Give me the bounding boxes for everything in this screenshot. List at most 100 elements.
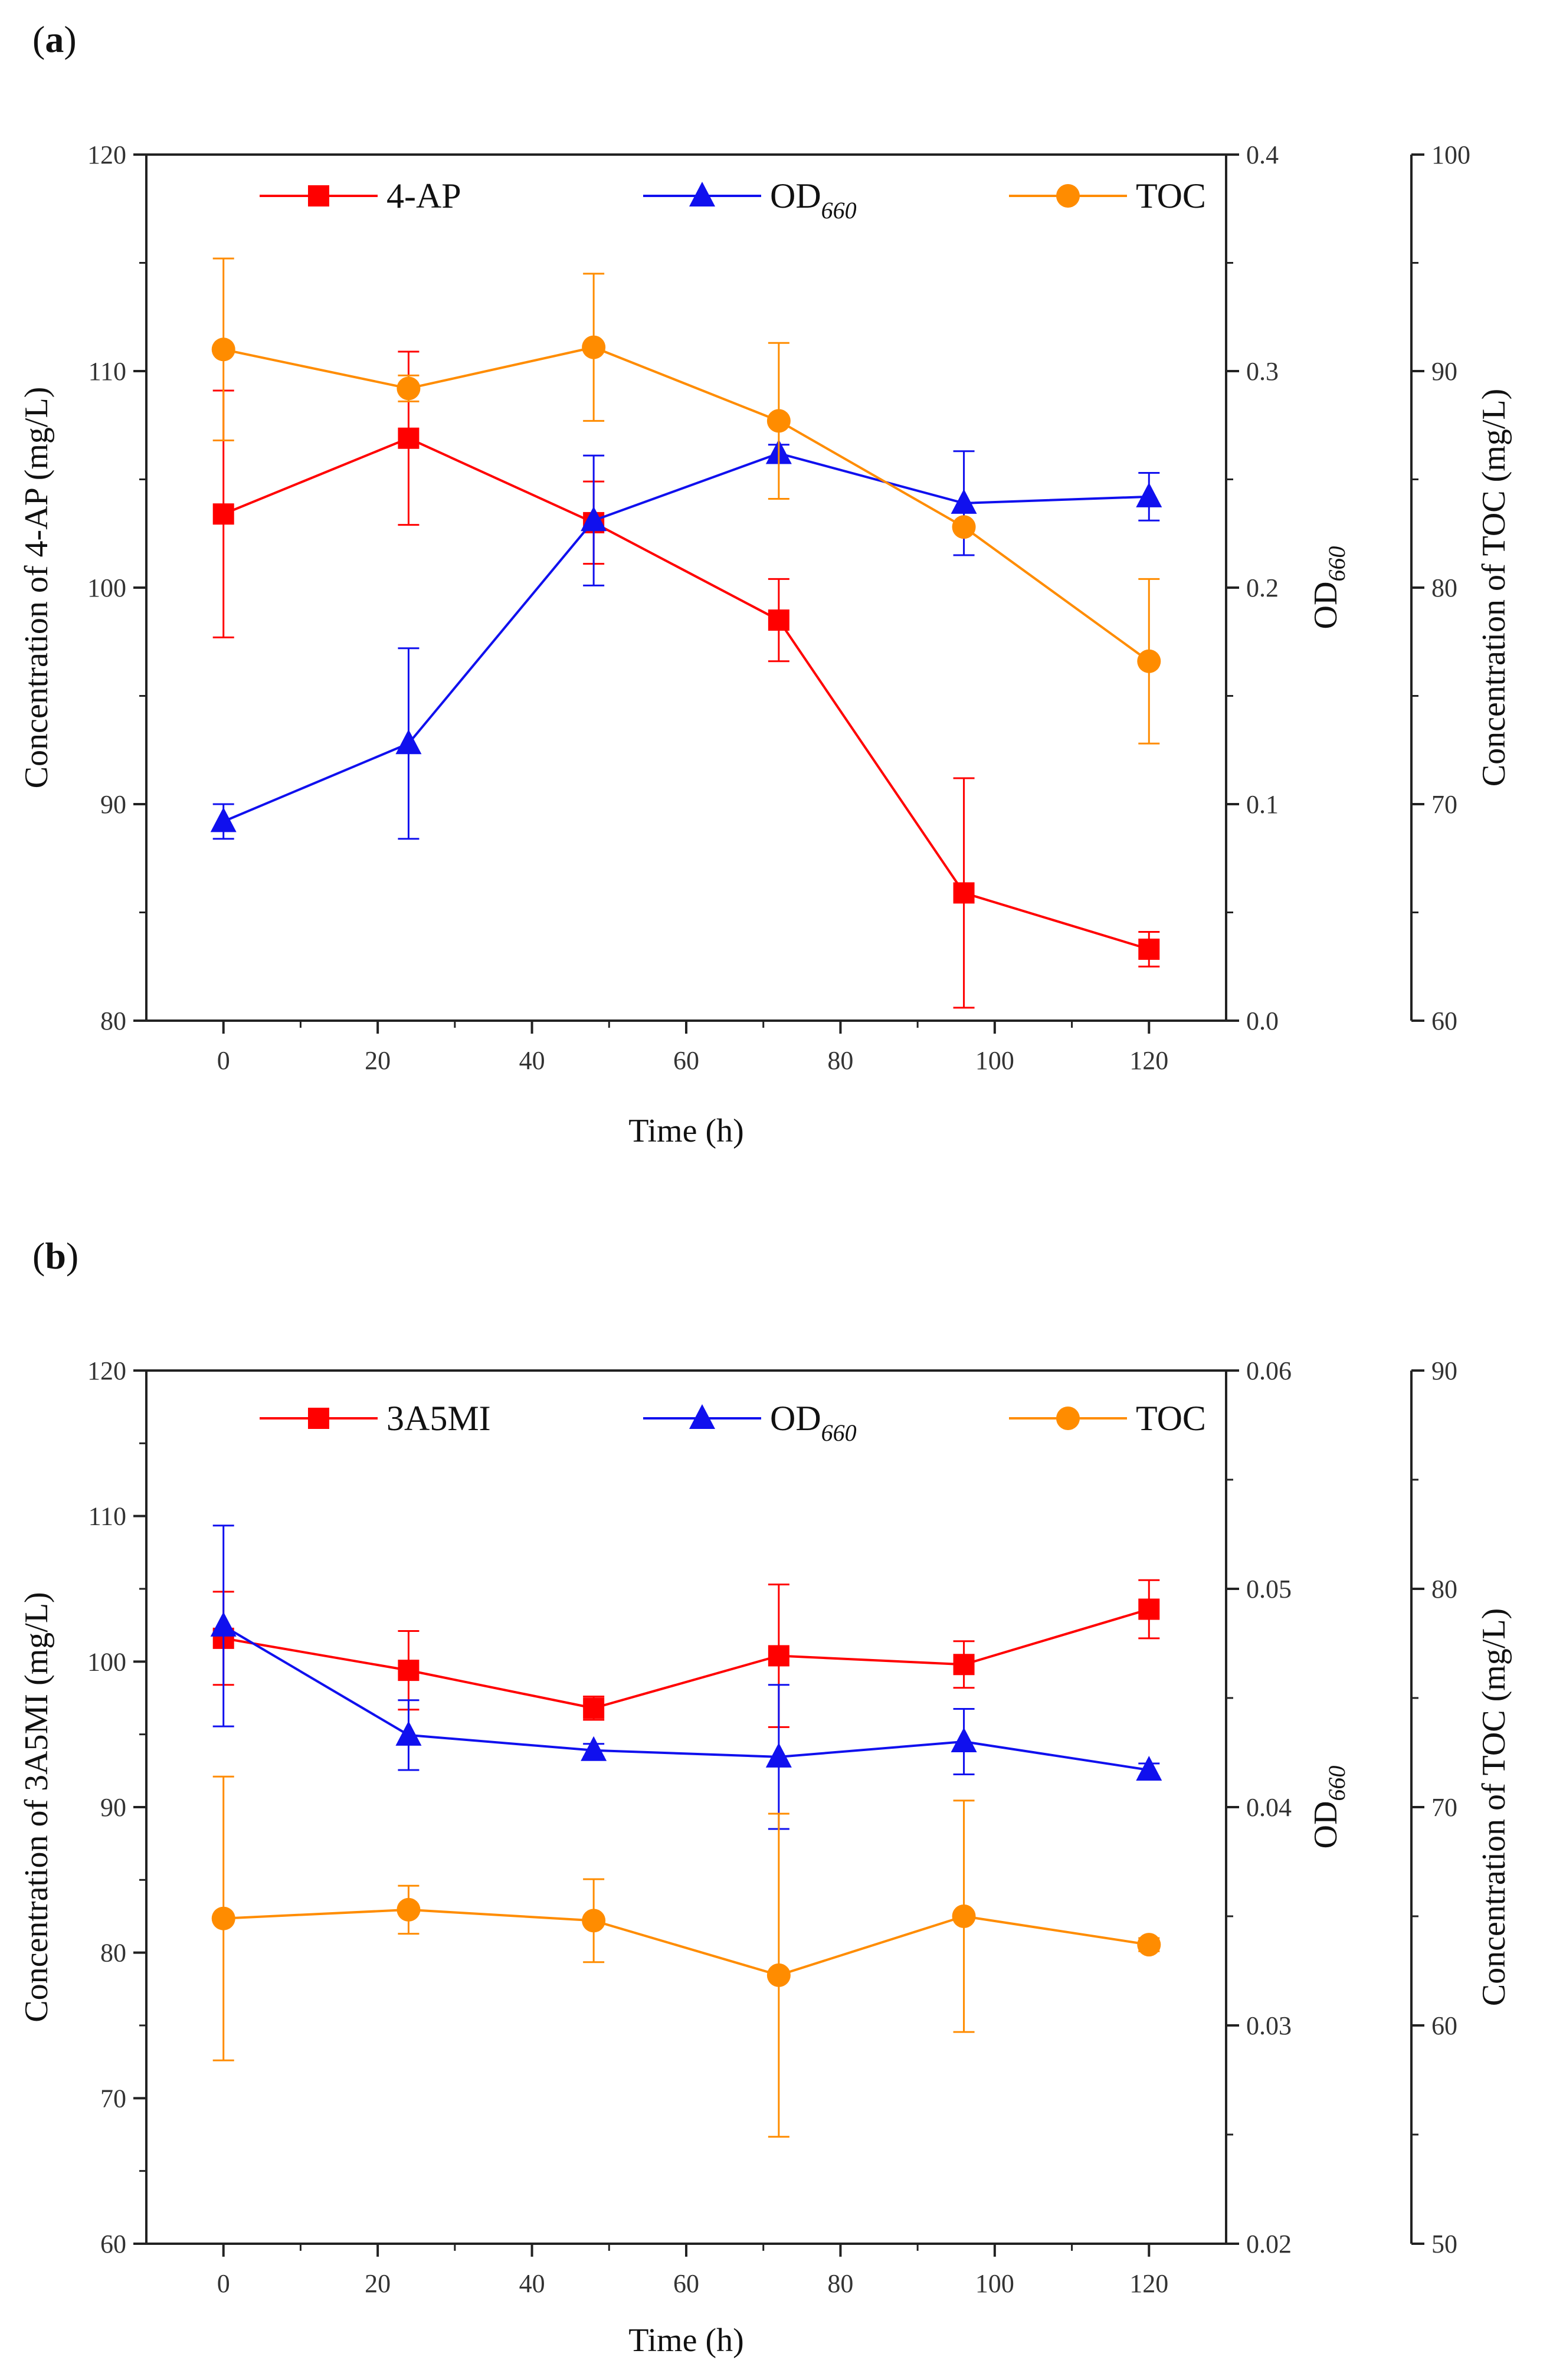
right-tick-label: 0.06 <box>1246 1356 1292 1385</box>
legend-label-main: OD <box>770 176 821 215</box>
x-tick-label: 20 <box>365 1046 391 1075</box>
legend-label: OD660 <box>770 1399 857 1446</box>
data-point <box>1138 1598 1160 1620</box>
legend-swatch-marker <box>308 185 329 206</box>
series-line <box>222 452 1149 823</box>
plot-frame <box>145 1369 1227 2245</box>
x-tick-label: 100 <box>975 1046 1014 1075</box>
series-line <box>223 1608 1149 1710</box>
legend-label: OD660 <box>770 176 857 224</box>
right-tick-label: 0.03 <box>1246 2011 1292 2040</box>
data-point <box>583 1697 605 1719</box>
panel-label: (a) <box>32 18 77 60</box>
left-axis-title: Concentration of 4-AP (mg/L) <box>18 387 55 789</box>
data-point <box>210 1611 237 1637</box>
outer-axis-title: Concentration of TOC (mg/L) <box>1476 389 1512 787</box>
right-axis-title: OD660 <box>1308 546 1350 630</box>
legend-swatch-marker <box>689 182 715 206</box>
legend-swatch-marker <box>308 1408 329 1429</box>
right-tick-label: 0.3 <box>1246 357 1279 386</box>
right-tick-label: 0.05 <box>1246 1575 1292 1604</box>
panel-label-letter: a <box>45 18 64 60</box>
panel-label-letter: b <box>45 1235 66 1277</box>
left-tick-label: 80 <box>100 1007 126 1035</box>
data-point <box>766 1963 791 1987</box>
legend-label-sub: 660 <box>821 197 857 224</box>
left-tick-label: 60 <box>100 2230 126 2258</box>
left-tick-label: 120 <box>87 1356 126 1385</box>
outer-tick-label: 70 <box>1431 790 1457 819</box>
right-tick-label: 0.04 <box>1246 1793 1292 1822</box>
panel-label-close: ) <box>64 18 76 60</box>
outer-tick-label: 80 <box>1431 1575 1457 1604</box>
left-tick-label: 100 <box>87 573 126 602</box>
right-tick-label: 0.4 <box>1246 140 1279 169</box>
data-point <box>211 337 235 362</box>
outer-tick-label: 100 <box>1431 140 1470 169</box>
right-axis-title-main: OD <box>1308 582 1344 630</box>
series-toc <box>211 257 1161 745</box>
data-point <box>953 1654 975 1676</box>
right-axis-title: OD660 <box>1308 1766 1350 1849</box>
x-tick-label: 100 <box>975 2269 1014 2298</box>
left-tick-label: 120 <box>87 140 126 169</box>
left-tick-label: 100 <box>87 1647 126 1676</box>
legend-label: TOC <box>1136 1399 1206 1438</box>
data-point <box>210 807 237 832</box>
x-axis-title: Time (h) <box>628 2322 744 2359</box>
plot-frame <box>145 153 1227 1022</box>
series-4-ap <box>212 350 1160 1009</box>
legend-label: 4-AP <box>386 176 461 215</box>
x-tick-label: 80 <box>827 1046 853 1075</box>
series-toc <box>211 1775 1161 2138</box>
outer-tick-label: 70 <box>1431 1793 1457 1822</box>
right-tick-label: 0.2 <box>1246 573 1279 602</box>
outer-tick-label: 90 <box>1431 1356 1457 1385</box>
legend-swatch-marker <box>689 1404 715 1429</box>
data-point <box>1136 1756 1162 1781</box>
outer-tick-label: 90 <box>1431 357 1457 386</box>
legend-label-sub: 660 <box>821 1420 857 1446</box>
legend-label-main: TOC <box>1136 176 1206 215</box>
data-point <box>1136 482 1162 507</box>
legend-label: TOC <box>1136 176 1206 215</box>
left-tick-label: 90 <box>100 1793 126 1822</box>
panel-label-open: ( <box>32 18 45 60</box>
legend-swatch-marker <box>1056 184 1080 208</box>
data-point <box>1137 649 1161 673</box>
left-tick-label: 110 <box>89 357 126 386</box>
data-point <box>953 882 975 904</box>
data-point <box>211 1906 235 1930</box>
right-tick-label: 0.1 <box>1246 790 1279 819</box>
series-line <box>222 1625 1149 1772</box>
chart-panel-a: (a) 0 20 40 60 80 100 120 Time (h) 80 90 100 110 120 C… <box>18 18 1512 1149</box>
data-point <box>212 503 234 525</box>
x-tick-label: 0 <box>217 2269 230 2298</box>
x-tick-label: 60 <box>673 1046 699 1075</box>
panel-label: (b) <box>32 1235 78 1277</box>
legend-label: 3A5MI <box>386 1399 491 1438</box>
x-tick-label: 80 <box>827 2269 853 2298</box>
right-tick-label: 0.02 <box>1246 2230 1292 2258</box>
right-axis-title-main: OD <box>1308 1801 1344 1849</box>
series-od <box>210 439 1162 840</box>
left-axis-title: Concentration of 3A5MI (mg/L) <box>18 1592 55 2022</box>
data-point <box>581 506 607 532</box>
right-tick-label: 0.0 <box>1246 1007 1279 1035</box>
data-point <box>395 729 422 755</box>
data-point <box>952 515 976 539</box>
data-point <box>582 335 606 359</box>
data-point <box>397 1897 421 1922</box>
data-point <box>1138 938 1160 960</box>
x-tick-label: 120 <box>1129 1046 1168 1075</box>
x-tick-label: 40 <box>519 2269 545 2298</box>
x-tick-label: 40 <box>519 1046 545 1075</box>
left-tick-label: 110 <box>89 1502 126 1531</box>
data-point <box>397 376 421 401</box>
outer-tick-label: 60 <box>1431 2011 1457 2040</box>
data-point <box>581 1736 607 1761</box>
x-tick-label: 120 <box>1129 2269 1168 2298</box>
chart-panel-b: (b) 0 20 40 60 80 100 120 Time (h) 60 70 80 90 100 110… <box>18 1235 1512 2359</box>
panel-label-close: ) <box>66 1235 78 1277</box>
